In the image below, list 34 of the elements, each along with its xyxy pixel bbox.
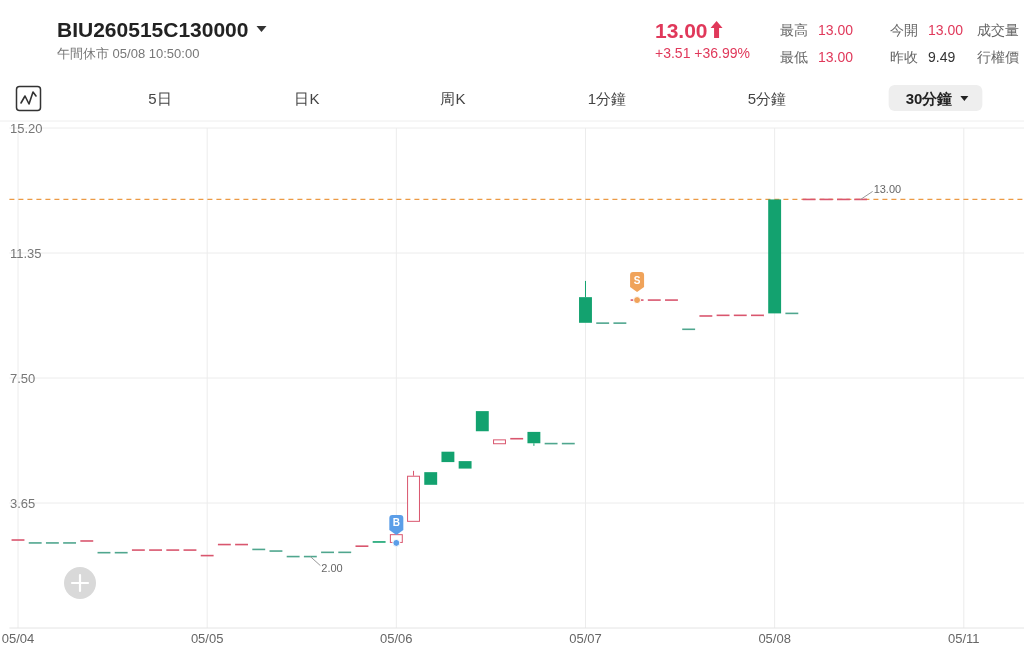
text: 1分鐘 <box>587 89 627 107</box>
text: 5日 <box>148 89 172 107</box>
text: 行權價 <box>977 49 1019 65</box>
text: 13.00 <box>928 22 964 38</box>
x-tick-label: 05/04 <box>1 630 35 646</box>
text: 5分鐘 <box>747 89 787 107</box>
text: 成交量 <box>977 22 1019 38</box>
y-tick-label: 7.50 <box>10 370 36 386</box>
x-tick-label: 05/07 <box>569 630 602 646</box>
y-tick-label: 15.20 <box>10 120 43 136</box>
chart-title: BIU260515C130000 <box>57 17 249 41</box>
text: 13.00 <box>818 49 854 65</box>
x-tick-label: 05/11 <box>948 630 980 646</box>
text: 30分鐘 <box>905 89 953 107</box>
text: 13.00 <box>818 22 854 38</box>
series-label: B <box>392 517 400 529</box>
text: 最低 <box>780 49 808 65</box>
text: 今開 <box>890 22 918 38</box>
y-tick-label: 11.35 <box>10 245 42 261</box>
text: 日K <box>294 89 320 107</box>
series-label: S <box>633 274 641 286</box>
x-tick-label: 05/08 <box>758 630 791 646</box>
text: +3.51 +36.99% <box>655 45 750 61</box>
chart-subtitle: 午間休市 05/08 10:50:00 <box>57 45 200 61</box>
annotation: 2.00 <box>321 561 343 574</box>
x-tick-label: 05/06 <box>380 630 413 646</box>
text: 最高 <box>780 22 808 38</box>
text: 周K <box>440 89 466 107</box>
text: 9.49 <box>928 49 956 65</box>
text: 昨收 <box>890 49 918 65</box>
annotation: 13.00 <box>873 183 902 196</box>
text: 13.00 <box>655 18 708 42</box>
y-tick-label: 3.65 <box>10 495 36 511</box>
x-tick-label: 05/05 <box>190 630 224 646</box>
